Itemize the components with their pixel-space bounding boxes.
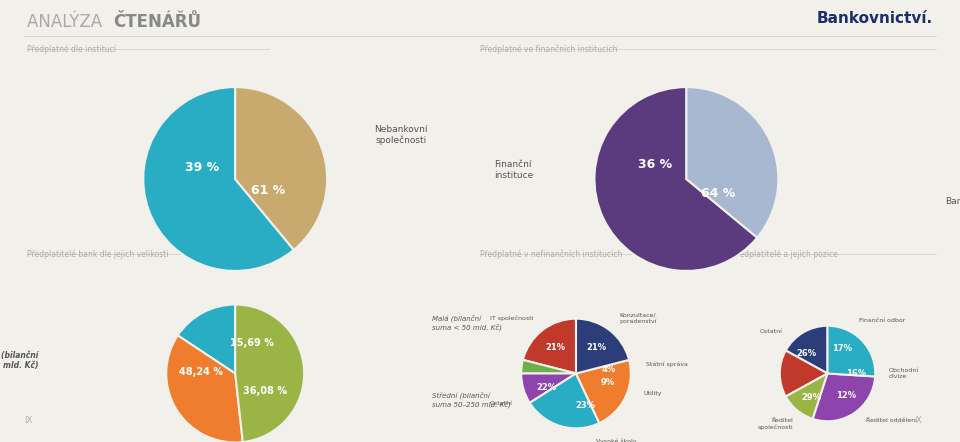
Text: 23%: 23%	[575, 400, 595, 410]
Text: 36,08 %: 36,08 %	[243, 386, 287, 396]
Text: IX: IX	[24, 416, 33, 425]
Text: Finanční odbor: Finanční odbor	[858, 318, 905, 324]
Text: IT společnosti: IT společnosti	[490, 315, 533, 321]
Text: X: X	[916, 416, 922, 425]
Wedge shape	[235, 305, 304, 442]
Text: Bankovnictví.: Bankovnictví.	[817, 11, 933, 26]
Text: Finanční
instituce: Finanční instituce	[494, 160, 534, 180]
Text: Vysoké školy: Vysoké školy	[595, 438, 636, 442]
Text: ANALÝZA: ANALÝZA	[27, 13, 108, 31]
Text: 9%: 9%	[601, 378, 614, 387]
Text: 26%: 26%	[797, 349, 817, 358]
Text: 12%: 12%	[836, 391, 855, 400]
Text: Státní správa: Státní správa	[646, 362, 687, 367]
Text: 48,24 %: 48,24 %	[179, 366, 223, 377]
Text: 21%: 21%	[546, 343, 565, 352]
Wedge shape	[576, 319, 629, 373]
Text: 22%: 22%	[537, 383, 556, 392]
Wedge shape	[166, 335, 243, 442]
Text: 21%: 21%	[587, 343, 606, 352]
Wedge shape	[143, 87, 294, 271]
Wedge shape	[686, 87, 779, 238]
Text: Ředitel
společnosti: Ředitel společnosti	[757, 418, 793, 430]
Wedge shape	[594, 87, 757, 271]
Wedge shape	[785, 326, 828, 373]
Text: Ředitel oddělení: Ředitel oddělení	[867, 418, 918, 423]
Wedge shape	[785, 373, 828, 419]
Text: 4%: 4%	[602, 365, 615, 374]
Wedge shape	[521, 360, 576, 373]
Wedge shape	[235, 87, 327, 250]
Wedge shape	[780, 351, 828, 396]
Text: 16%: 16%	[846, 369, 866, 378]
Text: Předplatné ve finančních institucích: Předplatné ve finančních institucích	[480, 44, 617, 53]
Text: Utility: Utility	[643, 391, 661, 396]
Text: Konzultace/
poradenství: Konzultace/ poradenství	[619, 312, 657, 324]
Text: ČTENÁŘŮ: ČTENÁŘŮ	[113, 13, 202, 31]
Wedge shape	[178, 305, 235, 373]
Text: 15,69 %: 15,69 %	[229, 338, 274, 348]
Text: Předplatné dle institucí: Předplatné dle institucí	[27, 44, 116, 53]
Text: Ostatní: Ostatní	[760, 329, 783, 334]
Text: Obchodní
divize: Obchodní divize	[889, 368, 919, 379]
Wedge shape	[523, 319, 576, 373]
Text: 17%: 17%	[832, 344, 852, 353]
Text: 64 %: 64 %	[701, 187, 735, 200]
Text: 39 %: 39 %	[185, 161, 220, 174]
Text: Střední (bilanční
suma 50–25​0 mld. Kč): Střední (bilanční suma 50–25​0 mld. Kč)	[432, 392, 511, 408]
Text: Nebankovní
společnosti: Nebankovní společnosti	[373, 125, 427, 145]
Text: Banky: Banky	[946, 197, 960, 206]
Text: 29%: 29%	[802, 392, 822, 402]
Wedge shape	[521, 373, 576, 403]
Text: Předplatné v nefinančních institucích: Předplatné v nefinančních institucích	[480, 250, 622, 259]
Text: Předplatitelé bank dle jejich velikosti: Předplatitelé bank dle jejich velikosti	[27, 250, 168, 259]
Text: 61 %: 61 %	[251, 184, 285, 197]
Text: Malá (bilanční
suma < 50 mld. Kč): Malá (bilanční suma < 50 mld. Kč)	[432, 315, 502, 331]
Wedge shape	[576, 360, 631, 423]
Text: 36 %: 36 %	[637, 158, 672, 171]
Wedge shape	[828, 326, 876, 377]
Text: Ostatní: Ostatní	[490, 401, 513, 406]
Wedge shape	[530, 373, 599, 428]
Wedge shape	[813, 373, 876, 421]
Text: Velká (bilanční
suma > 250 mld. Kč): Velká (bilanční suma > 250 mld. Kč)	[0, 351, 38, 370]
Text: Předplatitelé a jejich pozice: Předplatitelé a jejich pozice	[732, 250, 837, 259]
